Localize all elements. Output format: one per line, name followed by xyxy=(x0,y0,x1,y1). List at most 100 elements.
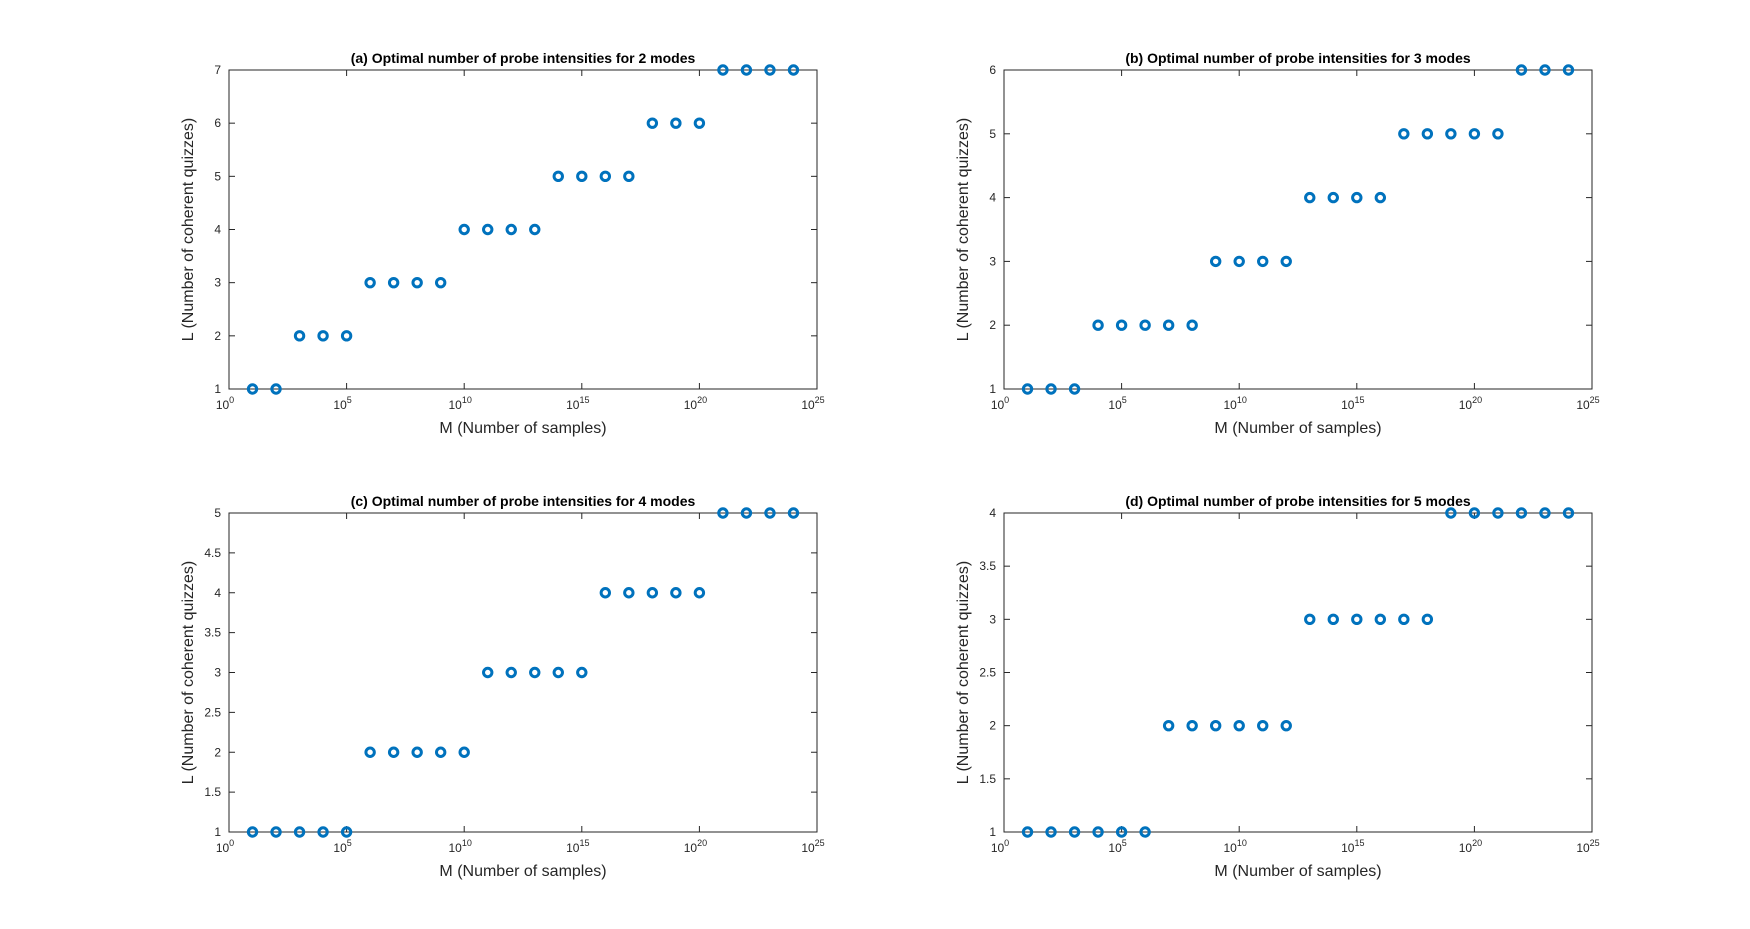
subplot-d: (d) Optimal number of probe intensities … xyxy=(955,493,1600,880)
x-tick-label: 1010 xyxy=(1224,838,1247,855)
data-point xyxy=(1374,613,1387,626)
data-point xyxy=(1186,719,1198,732)
x-tick-exponent: 0 xyxy=(1004,395,1009,405)
data-point xyxy=(1515,507,1528,519)
data-point xyxy=(576,666,588,679)
x-tick-label: 100 xyxy=(216,838,234,855)
x-tick-exponent: 5 xyxy=(1122,395,1127,405)
x-tick-label: 100 xyxy=(216,395,234,412)
x-tick-label: 105 xyxy=(333,838,351,855)
y-tick-label: 1 xyxy=(989,825,996,839)
y-tick-label: 3.5 xyxy=(204,626,221,640)
x-tick-exponent: 5 xyxy=(347,838,352,848)
data-point xyxy=(1021,383,1034,395)
x-tick-label: 1025 xyxy=(801,838,824,855)
y-tick-label: 5 xyxy=(214,169,221,183)
data-point xyxy=(1492,507,1504,519)
data-point xyxy=(1398,613,1410,626)
data-point xyxy=(1139,319,1151,331)
y-tick-label: 2 xyxy=(214,745,221,759)
y-tick-label: 4 xyxy=(989,191,996,205)
data-point xyxy=(505,666,517,679)
data-point xyxy=(1280,255,1292,268)
plot-area xyxy=(228,69,818,390)
data-point xyxy=(1233,255,1245,268)
x-tick-exponent: 10 xyxy=(462,838,472,848)
y-axis-label: L (Number of coherent quizzes) xyxy=(955,561,972,785)
y-tick-label: 2 xyxy=(989,318,996,332)
data-point xyxy=(1468,128,1481,140)
x-tick-label: 105 xyxy=(333,395,351,412)
y-tick-label: 6 xyxy=(989,63,996,77)
data-point xyxy=(529,666,541,679)
data-point xyxy=(646,117,659,129)
data-point xyxy=(646,587,659,599)
data-point xyxy=(1209,719,1222,732)
x-tick-exponent: 5 xyxy=(1122,838,1127,848)
data-point xyxy=(1351,191,1363,204)
x-axis-label: M (Number of samples) xyxy=(1214,420,1381,437)
data-point xyxy=(317,826,329,838)
data-point xyxy=(670,117,682,129)
x-tick-exponent: 10 xyxy=(1237,838,1247,848)
data-point xyxy=(1562,507,1575,519)
y-axis-label: L (Number of coherent quizzes) xyxy=(180,561,197,785)
data-point xyxy=(1162,719,1175,732)
data-point xyxy=(1351,613,1363,626)
data-point xyxy=(740,64,753,76)
x-tick-exponent: 0 xyxy=(229,395,234,405)
x-tick-label: 100 xyxy=(991,838,1009,855)
y-tick-label: 4 xyxy=(989,506,996,520)
x-tick-label: 1025 xyxy=(1576,395,1599,412)
x-tick-exponent: 20 xyxy=(697,395,707,405)
data-point xyxy=(1257,255,1269,268)
data-point xyxy=(599,587,612,599)
chart-title: (d) Optimal number of probe intensities … xyxy=(1125,493,1471,509)
data-point xyxy=(1374,191,1387,204)
x-tick-label: 1015 xyxy=(1341,395,1364,412)
data-point xyxy=(270,383,282,395)
y-axis-label: L (Number of coherent quizzes) xyxy=(955,118,972,342)
data-point xyxy=(623,587,635,599)
data-point xyxy=(1045,383,1057,395)
data-point xyxy=(434,276,447,289)
data-point xyxy=(693,587,706,599)
chart-title: (a) Optimal number of probe intensities … xyxy=(351,50,696,66)
x-tick-exponent: 25 xyxy=(815,838,825,848)
data-point xyxy=(1398,128,1410,140)
data-point xyxy=(1445,507,1457,519)
data-point xyxy=(1327,191,1339,204)
data-point xyxy=(293,826,306,838)
data-point xyxy=(1562,64,1575,76)
data-point xyxy=(293,330,306,342)
data-point xyxy=(1233,719,1245,732)
y-axis-label: L (Number of coherent quizzes) xyxy=(180,118,197,342)
y-tick-label: 2 xyxy=(989,719,996,733)
data-point xyxy=(1092,826,1104,838)
x-tick-label: 1015 xyxy=(566,395,589,412)
y-tick-label: 6 xyxy=(214,116,221,130)
x-tick-exponent: 15 xyxy=(579,395,589,405)
y-tick-label: 3 xyxy=(989,612,996,626)
data-point xyxy=(340,826,353,838)
data-point xyxy=(670,587,682,599)
data-point xyxy=(1468,507,1481,519)
x-tick-label: 105 xyxy=(1108,395,1126,412)
data-point xyxy=(246,826,259,838)
y-tick-label: 4 xyxy=(214,223,221,237)
x-axis-label: M (Number of samples) xyxy=(1214,863,1381,880)
data-point xyxy=(1492,128,1504,140)
data-point xyxy=(364,746,376,758)
plot-area xyxy=(1003,512,1593,833)
data-point xyxy=(529,223,541,236)
data-point xyxy=(1445,128,1457,140)
x-tick-exponent: 15 xyxy=(1354,838,1364,848)
data-point xyxy=(552,666,564,679)
y-tick-label: 1 xyxy=(989,382,996,396)
data-point xyxy=(576,170,588,183)
x-tick-exponent: 10 xyxy=(462,395,472,405)
x-tick-exponent: 20 xyxy=(1472,838,1482,848)
data-point xyxy=(387,746,400,758)
data-point xyxy=(693,117,706,129)
